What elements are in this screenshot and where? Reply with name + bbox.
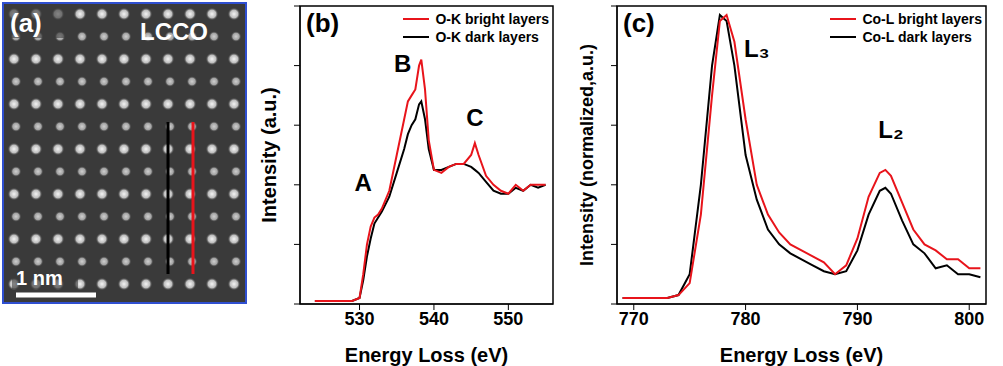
html-text:O-K dark layers: O-K dark layers xyxy=(435,29,539,45)
html-text:(c): (c) xyxy=(623,8,655,38)
svg-text:540: 540 xyxy=(419,309,449,329)
html-text:O-K bright layers: O-K bright layers xyxy=(435,11,549,27)
svg-text:B: B xyxy=(394,50,411,77)
svg-text:800: 800 xyxy=(954,309,984,329)
svg-text:L₂: L₂ xyxy=(878,116,903,143)
svg-text:Intensity (normalized,a.u.): Intensity (normalized,a.u.) xyxy=(577,44,597,266)
svg-text:LCCO: LCCO xyxy=(140,18,208,45)
svg-text:780: 780 xyxy=(731,309,761,329)
svg-text:Energy Loss (eV): Energy Loss (eV) xyxy=(345,344,508,366)
html-text:Co-L bright layers: Co-L bright layers xyxy=(862,11,982,27)
svg-text:790: 790 xyxy=(842,309,872,329)
svg-text:Energy Loss (eV): Energy Loss (eV) xyxy=(720,344,883,366)
svg-text:Intensity (a.u.): Intensity (a.u.) xyxy=(258,87,280,223)
svg-text:770: 770 xyxy=(619,309,649,329)
svg-text:C: C xyxy=(466,104,483,131)
svg-text:A: A xyxy=(355,169,372,196)
svg-text:530: 530 xyxy=(345,309,375,329)
html-text:Co-L dark layers: Co-L dark layers xyxy=(862,29,972,45)
svg-text:550: 550 xyxy=(493,309,523,329)
svg-text:L₃: L₃ xyxy=(744,35,770,62)
svg-text:(a): (a) xyxy=(10,8,42,38)
svg-text:1 nm: 1 nm xyxy=(16,267,63,289)
html-text:(b): (b) xyxy=(306,8,340,38)
